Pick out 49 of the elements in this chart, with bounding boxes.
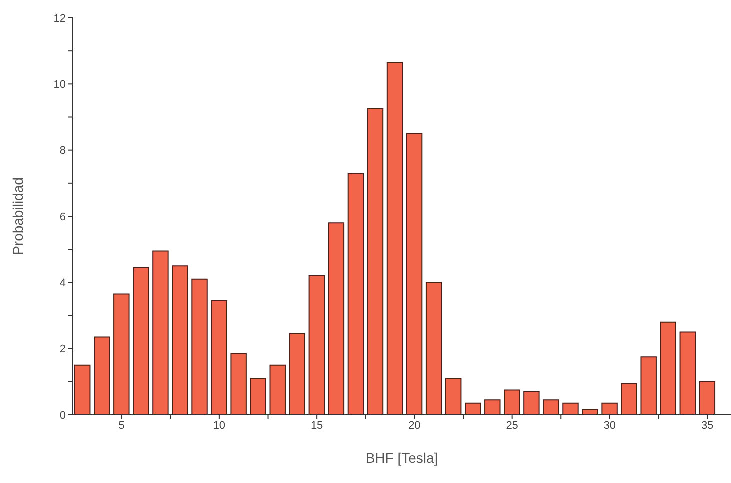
bar xyxy=(348,172,364,415)
bar xyxy=(504,390,520,415)
bar xyxy=(230,353,247,415)
bar xyxy=(270,364,286,415)
x-tick-label: 20 xyxy=(408,420,421,432)
bar xyxy=(74,364,91,415)
x-tick-label: 35 xyxy=(701,420,714,432)
x-tick-label: 10 xyxy=(213,420,226,432)
bar xyxy=(699,381,716,415)
y-tick-label: 4 xyxy=(60,278,66,290)
bar xyxy=(602,402,618,415)
bar xyxy=(250,378,266,415)
bar xyxy=(562,402,579,415)
bar xyxy=(465,402,482,415)
bar xyxy=(133,267,150,415)
bar xyxy=(543,400,560,415)
bar xyxy=(308,276,326,415)
x-tick-label: 30 xyxy=(604,420,616,432)
bar xyxy=(660,322,676,415)
x-tick-label: 15 xyxy=(310,420,324,432)
y-tick-label: 6 xyxy=(60,211,66,224)
bar xyxy=(445,378,462,415)
bar xyxy=(289,333,306,415)
x-tick-label: 5 xyxy=(118,420,125,432)
bar xyxy=(680,332,696,415)
y-tick-label: 12 xyxy=(54,12,66,25)
y-tick-label: 8 xyxy=(60,145,66,158)
x-tick-label: 25 xyxy=(506,420,518,432)
bar xyxy=(152,250,169,415)
bar xyxy=(640,356,657,415)
bar xyxy=(582,410,598,415)
bar xyxy=(114,294,130,415)
bar xyxy=(94,336,110,415)
bar xyxy=(192,278,208,415)
bar xyxy=(621,383,638,415)
bar xyxy=(386,62,404,415)
y-tick-label: 0 xyxy=(60,410,66,422)
bar xyxy=(172,266,188,415)
y-tick-label: 2 xyxy=(60,344,66,356)
y-tick-label: 10 xyxy=(54,79,66,92)
bar xyxy=(406,133,423,415)
bar xyxy=(328,222,345,415)
bar xyxy=(484,400,501,415)
bar xyxy=(426,282,442,415)
bar xyxy=(211,300,228,415)
bar xyxy=(367,108,384,415)
x-axis-title: BHF [Tesla] xyxy=(366,450,438,466)
bar xyxy=(524,391,540,415)
y-axis-title: Probabilidad xyxy=(10,178,26,256)
